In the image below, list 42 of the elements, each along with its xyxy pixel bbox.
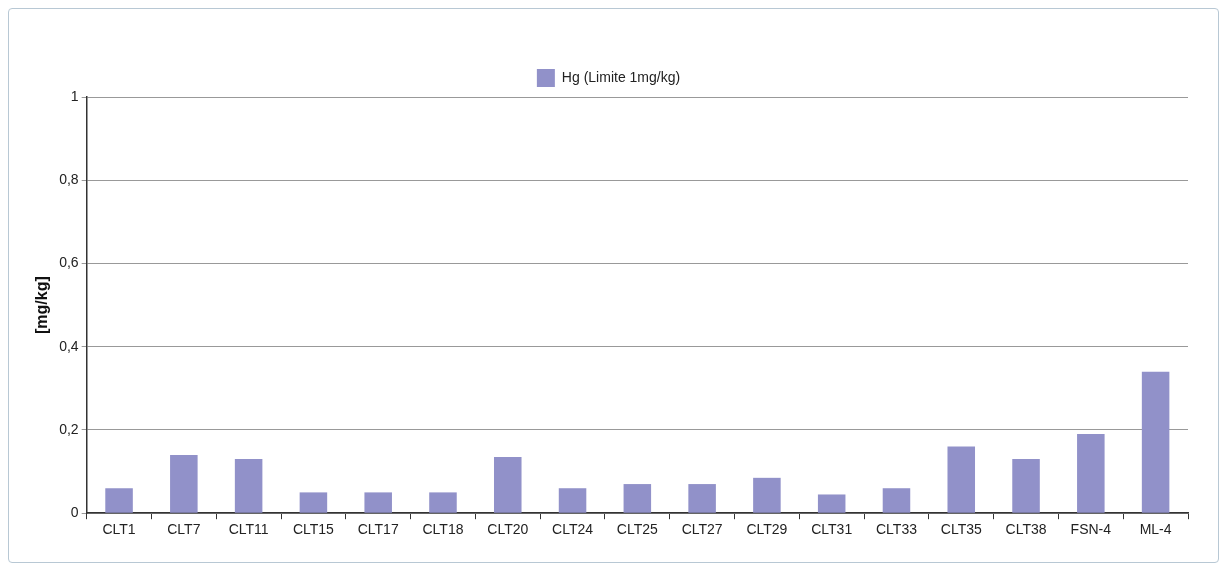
bar	[234, 459, 263, 513]
bar	[494, 457, 522, 513]
bar	[882, 488, 911, 513]
x-tick-label: FSN-4	[1070, 521, 1112, 538]
bar	[817, 494, 846, 513]
bar	[1077, 434, 1105, 513]
x-tick-label: CLT25	[616, 521, 659, 538]
bar	[623, 484, 652, 513]
bar	[364, 492, 392, 513]
y-axis-title: [mg/kg]	[33, 276, 51, 334]
bar	[170, 454, 198, 513]
legend-label: Hg (Limite 1mg/kg)	[561, 68, 681, 85]
bar	[1012, 459, 1040, 513]
x-tick-label: CLT24	[552, 521, 594, 538]
y-tick-label: 0,4	[59, 337, 79, 354]
x-tick-label: CLT15	[292, 521, 335, 538]
x-tick-label: CLT11	[228, 521, 269, 538]
bar	[558, 488, 587, 513]
y-tick-label: 0,8	[59, 171, 79, 188]
x-tick-label: CLT29	[746, 521, 788, 538]
x-tick-label: CLT33	[875, 521, 918, 538]
bar	[105, 488, 133, 513]
bar	[753, 477, 781, 513]
x-tick-label: CLT27	[681, 521, 723, 538]
y-tick-label: 1	[70, 87, 79, 104]
bar	[429, 492, 457, 513]
y-tick-label: 0,2	[59, 420, 79, 437]
x-tick-label: CLT7	[167, 521, 201, 538]
x-tick-label: CLT18	[422, 521, 464, 538]
x-tick-label: CLT35	[940, 521, 982, 538]
x-tick-label: CLT1	[102, 521, 136, 538]
x-tick-label: ML-4	[1139, 521, 1172, 538]
x-tick-label: CLT31	[811, 521, 853, 538]
bar	[947, 446, 976, 513]
bar	[688, 484, 716, 513]
y-tick-label: 0	[70, 504, 79, 521]
bar	[1141, 371, 1170, 513]
y-tick-label: 0,6	[59, 254, 79, 271]
x-tick-label: CLT17	[357, 521, 399, 538]
x-tick-label: CLT20	[487, 521, 529, 538]
x-tick-label: CLT38	[1005, 521, 1047, 538]
bar	[299, 492, 328, 513]
